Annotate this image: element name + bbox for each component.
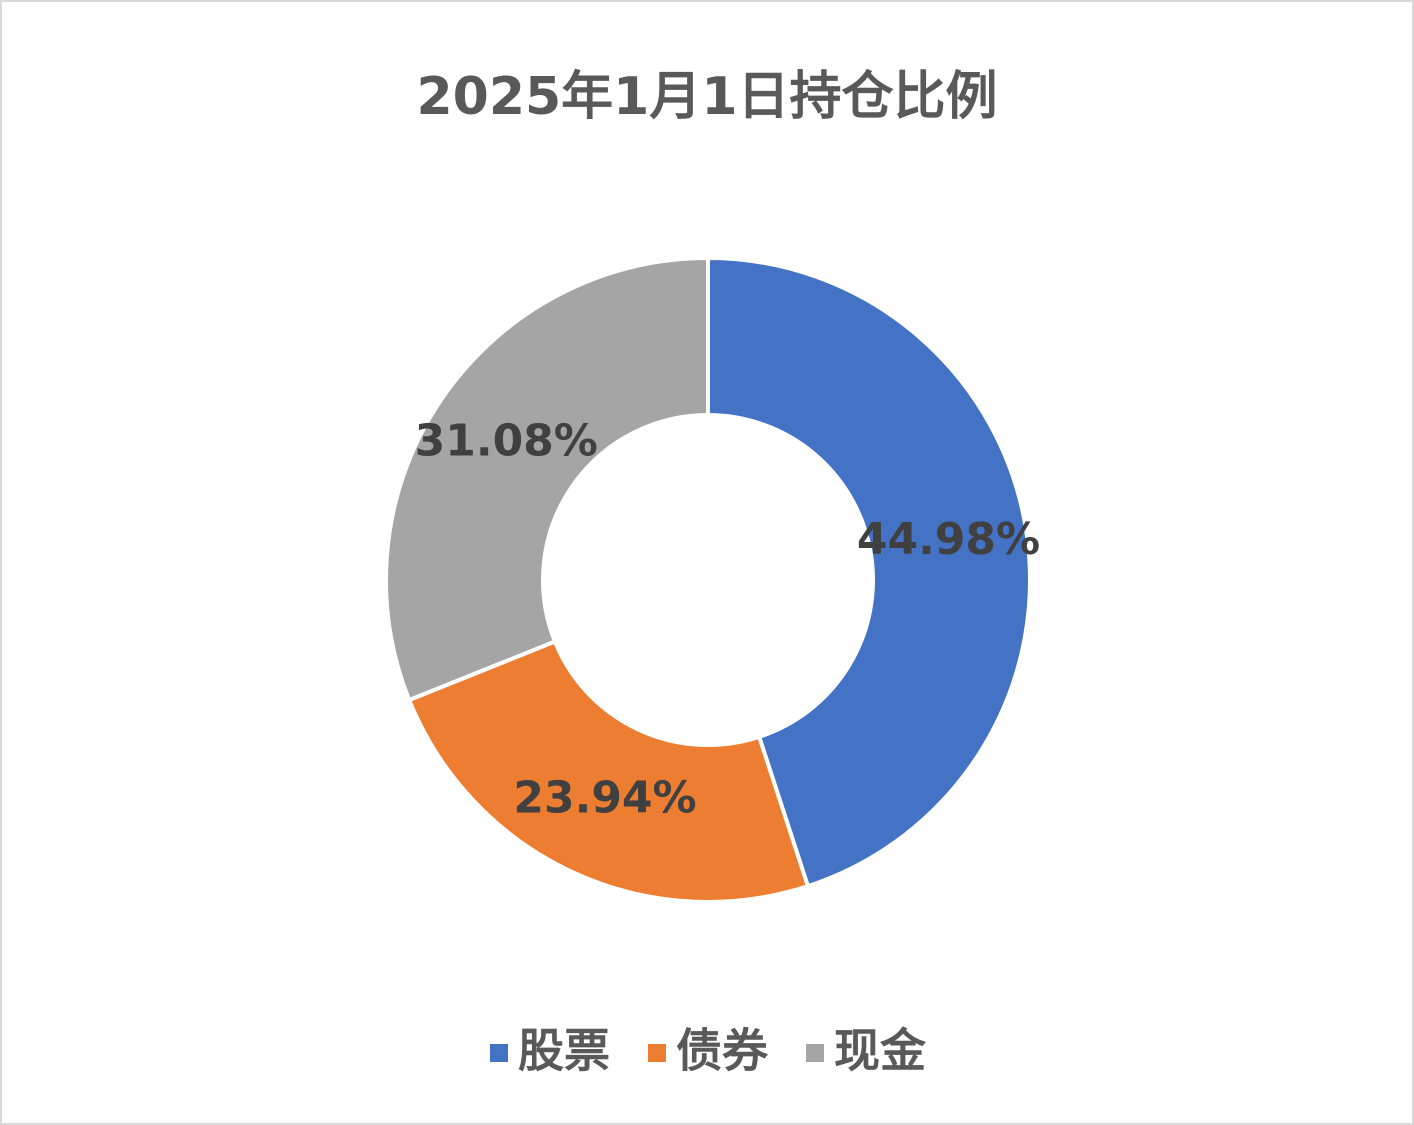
chart-title: 2025年1月1日持仓比例 <box>416 67 997 127</box>
legend-label: 债券 <box>676 1024 769 1078</box>
legend-swatch <box>490 1044 508 1062</box>
donut-slice <box>706 255 1032 889</box>
data-label: 31.08% <box>415 416 598 467</box>
donut-slice <box>384 255 710 703</box>
data-label: 44.98% <box>857 514 1040 565</box>
legend-swatch <box>806 1044 824 1062</box>
donut-slice <box>406 638 811 904</box>
legend-label: 股票 <box>518 1024 610 1078</box>
data-label: 23.94% <box>513 773 696 824</box>
legend-label: 现金 <box>834 1024 927 1078</box>
legend-swatch <box>648 1044 666 1062</box>
